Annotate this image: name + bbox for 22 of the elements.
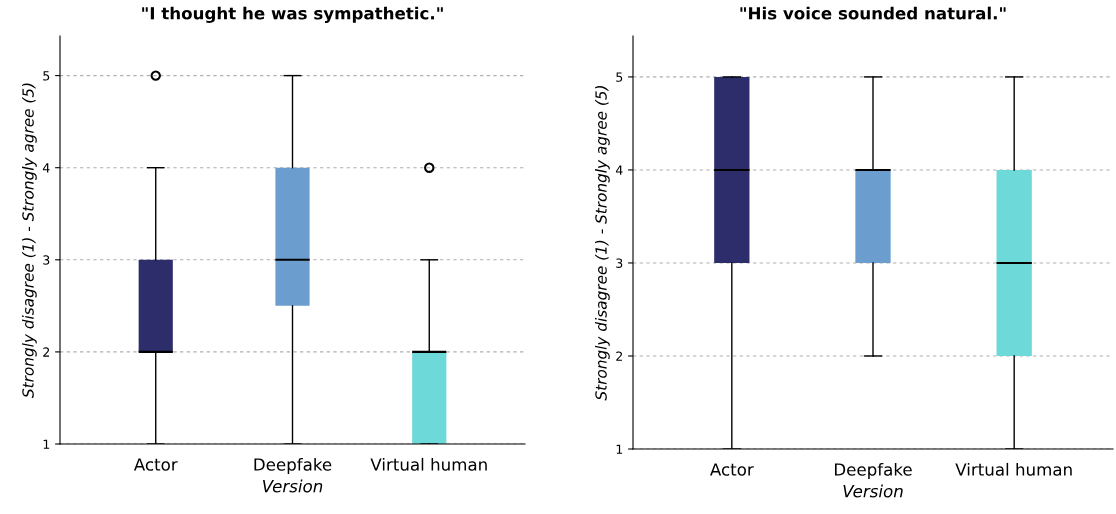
x-tick-label: Deepfake bbox=[834, 462, 912, 480]
y-axis-title: Strongly disagree (1) - Strongly agree (5) bbox=[594, 86, 610, 401]
y-tick-label: 5 bbox=[43, 71, 50, 81]
x-tick-label: Actor bbox=[133, 458, 178, 471]
x-axis-title: Version bbox=[843, 484, 903, 498]
y-tick-label: 2 bbox=[616, 351, 623, 361]
y-tick-label: 3 bbox=[43, 255, 50, 265]
y-axis-title: Strongly disagree (1) - Strongly agree (5) bbox=[21, 83, 37, 398]
x-tick-label: Deepfake bbox=[254, 457, 332, 475]
chart-title: "His voice sounded natural." bbox=[740, 6, 1006, 20]
y-tick-label: 5 bbox=[616, 72, 623, 82]
y-tick-label: 1 bbox=[616, 444, 623, 454]
y-tick-label: 4 bbox=[615, 165, 623, 175]
x-tick-label: Virtual human bbox=[370, 457, 487, 471]
chart-title: "I thought he was sympathetic." bbox=[142, 6, 443, 23]
y-tick-label: 4 bbox=[42, 163, 50, 173]
y-tick-label: 2 bbox=[43, 347, 50, 357]
x-tick-label: Actor bbox=[710, 463, 754, 476]
x-axis-title: Version bbox=[263, 479, 323, 493]
x-tick-label: Virtual human bbox=[955, 462, 1072, 476]
y-tick-label: 3 bbox=[616, 258, 623, 268]
y-tick-label: 1 bbox=[43, 439, 50, 449]
